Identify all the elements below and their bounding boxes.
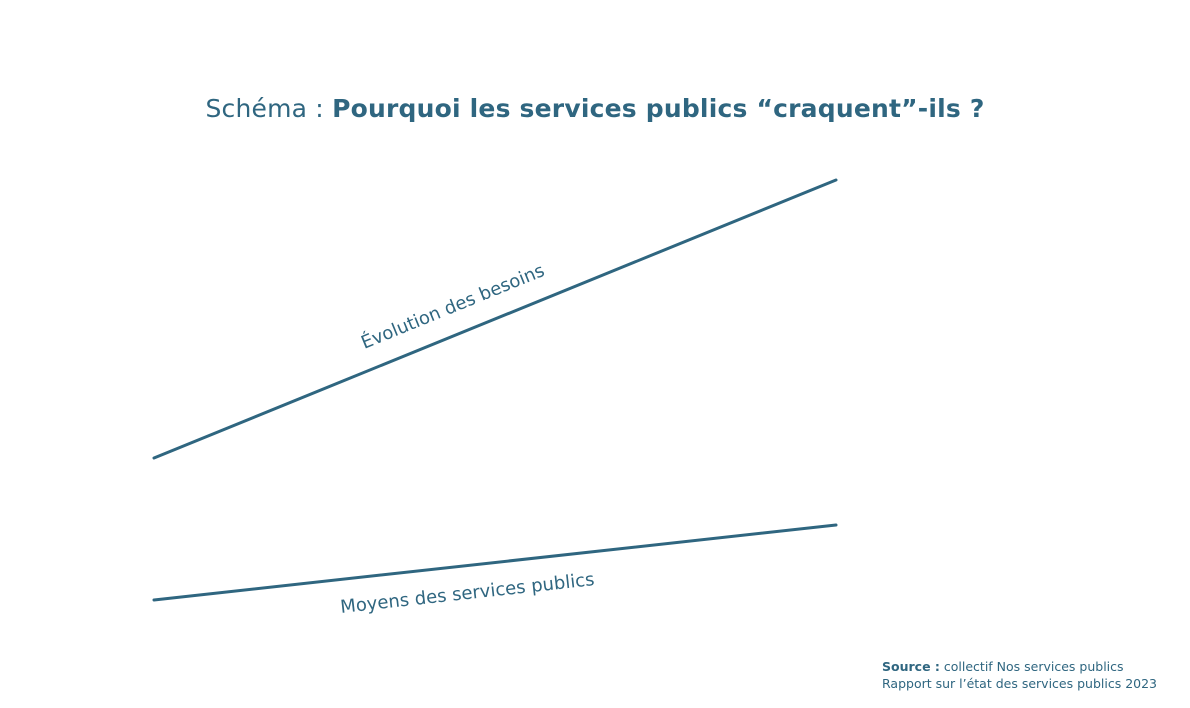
diagram-title: Schéma : Pourquoi les services publics “… xyxy=(0,94,1190,123)
title-prefix: Schéma : xyxy=(205,94,324,123)
source-line-2: Rapport sur l’état des services publics … xyxy=(882,676,1157,691)
source-label: Source : xyxy=(882,659,940,674)
needs-label: Évolution des besoins xyxy=(358,259,548,353)
title-main: Pourquoi les services publics “craquent”… xyxy=(332,94,985,123)
source-author: collectif Nos services publics xyxy=(943,659,1124,674)
source-line-1: Source : collectif Nos services publics xyxy=(882,658,1157,675)
source-note: Source : collectif Nos services publics … xyxy=(882,658,1157,692)
means-line xyxy=(152,523,838,602)
needs-line xyxy=(152,178,838,460)
